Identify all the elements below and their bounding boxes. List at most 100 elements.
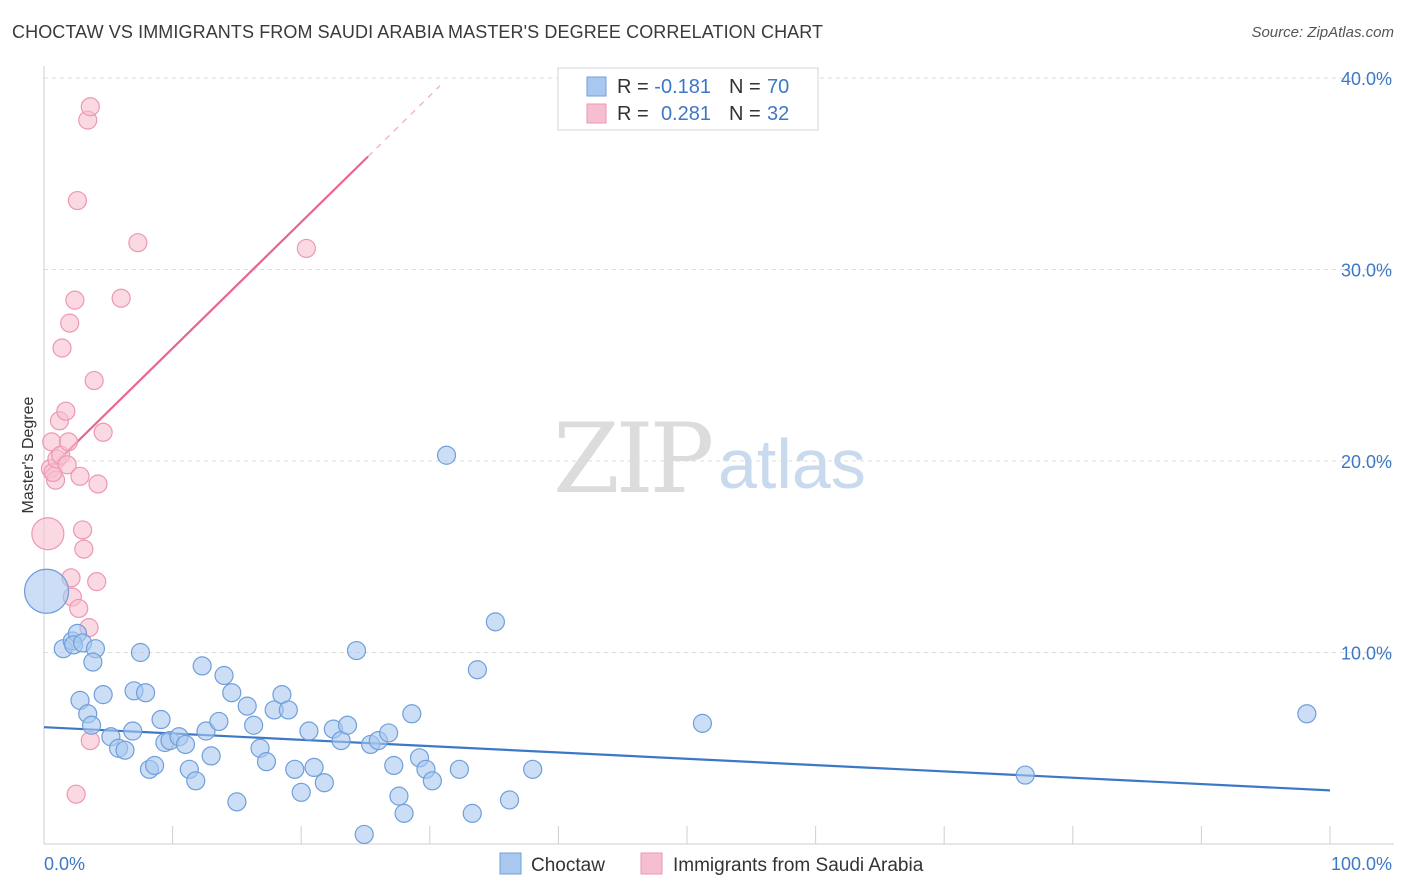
trend-line-choctaw: [43, 726, 1331, 792]
point-saudi-31: [128, 233, 148, 253]
legend-n-label-2: N =: [729, 103, 761, 125]
y-tick-label-3: 40.0%: [1341, 69, 1392, 89]
point-choctaw-18: [135, 683, 156, 703]
point-choctaw-35: [237, 696, 257, 716]
point-choctaw-36: [244, 715, 264, 735]
point-choctaw-66: [485, 612, 505, 632]
trend-line-saudi: [43, 155, 369, 476]
x-tick-label-1: 100.0%: [1331, 854, 1392, 874]
bottom-legend-swatch-saudi: [640, 852, 663, 875]
x-tick-labels: 0.0% 100.0%: [44, 854, 1392, 874]
point-choctaw-45: [304, 757, 324, 778]
point-choctaw-17: [130, 642, 151, 663]
point-choctaw-70: [1015, 765, 1035, 785]
point-saudi-18: [69, 598, 89, 619]
watermark: ZIP atlas: [553, 403, 866, 515]
point-choctaw-57: [394, 803, 414, 823]
point-saudi-9: [56, 401, 76, 421]
point-choctaw-15: [115, 740, 135, 760]
point-choctaw-61: [422, 771, 442, 791]
point-saudi-20: [72, 520, 93, 540]
point-saudi-8: [52, 338, 72, 358]
watermark-zip: ZIP: [553, 403, 712, 515]
legend-r-label-2: R =: [617, 103, 649, 125]
point-saudi-15: [65, 290, 85, 310]
point-saudi-27: [87, 572, 107, 592]
point-choctaw-56: [389, 786, 409, 806]
source-label: Source: ZipAtlas.com: [1251, 24, 1394, 41]
point-saudi-16: [67, 190, 88, 211]
point-choctaw-44: [299, 721, 319, 741]
y-tick-label-2: 30.0%: [1341, 261, 1392, 281]
point-choctaw-71: [1297, 704, 1317, 724]
point-saudi-28: [88, 474, 108, 494]
point-choctaw-29: [196, 721, 216, 741]
grid-lines: [44, 77, 1394, 653]
y-axis-label: Master's Degree: [20, 396, 37, 513]
point-choctaw-7: [83, 652, 103, 672]
watermark-atlas: atlas: [718, 425, 866, 503]
legend-r-value-1: -0.181: [654, 76, 711, 98]
point-choctaw-10: [81, 715, 102, 735]
y-tick-labels: 10.0% 20.0% 30.0% 40.0%: [1341, 69, 1392, 664]
point-choctaw-30: [201, 746, 221, 766]
point-choctaw-51: [354, 824, 374, 845]
bottom-legend-label-saudi: Immigrants from Saudi Arabia: [673, 855, 924, 876]
legend-r-label-1: R =: [617, 76, 649, 98]
y-tick-label-1: 20.0%: [1341, 452, 1392, 472]
point-saudi-11: [57, 455, 77, 475]
point-choctaw-21: [151, 709, 171, 730]
point-choctaw-62: [436, 445, 457, 465]
point-choctaw-41: [278, 700, 298, 720]
point-saudi-17: [66, 784, 86, 804]
data-points: [23, 97, 1317, 845]
point-saudi-29: [93, 422, 113, 442]
point-saudi-32: [296, 238, 316, 259]
point-choctaw-50: [346, 640, 367, 661]
point-choctaw-49: [337, 715, 358, 735]
trend-line-saudi-extension: [367, 85, 441, 157]
point-choctaw-32: [214, 665, 234, 686]
point-choctaw-12: [93, 685, 113, 705]
point-choctaw-43: [291, 782, 311, 802]
point-saudi-10: [58, 432, 79, 452]
point-choctaw-54: [379, 723, 399, 743]
point-choctaw-20: [144, 755, 165, 776]
axes: [43, 66, 1394, 845]
point-choctaw-55: [384, 755, 404, 776]
legend-n-value-1: 70: [767, 76, 789, 98]
point-choctaw-63: [449, 759, 469, 779]
y-tick-label-0: 10.0%: [1341, 644, 1392, 664]
legend-n-value-2: 32: [767, 103, 789, 125]
trend-lines: [43, 85, 1331, 792]
point-choctaw-68: [523, 759, 543, 779]
point-choctaw-33: [222, 683, 242, 703]
point-choctaw-28: [192, 656, 212, 676]
series-legend: Choctaw Immigrants from Saudi Arabia: [499, 852, 924, 876]
point-choctaw-34: [227, 792, 247, 812]
chart-title: CHOCTAW VS IMMIGRANTS FROM SAUDI ARABIA …: [12, 22, 824, 42]
legend-n-label-1: N =: [729, 76, 761, 98]
point-choctaw-58: [402, 704, 422, 724]
point-choctaw-16: [123, 721, 143, 741]
point-choctaw-27: [186, 771, 206, 791]
legend-swatch-choctaw: [586, 76, 607, 97]
legend-swatch-saudi: [586, 103, 607, 124]
point-saudi-12: [60, 313, 80, 333]
x-tick-label-0: 0.0%: [44, 854, 85, 874]
point-choctaw-64: [462, 803, 482, 823]
point-saudi-0: [31, 517, 65, 551]
point-choctaw-0: [23, 568, 70, 614]
point-choctaw-38: [256, 752, 277, 772]
point-choctaw-46: [314, 773, 334, 793]
bottom-legend-label-choctaw: Choctaw: [531, 855, 605, 876]
bottom-legend-swatch-choctaw: [499, 852, 522, 875]
point-saudi-30: [111, 288, 131, 308]
point-choctaw-42: [285, 759, 305, 779]
point-choctaw-31: [209, 711, 229, 732]
point-choctaw-65: [467, 660, 487, 680]
point-saudi-21: [74, 539, 94, 559]
point-saudi-23: [80, 97, 100, 117]
point-choctaw-67: [499, 790, 520, 810]
